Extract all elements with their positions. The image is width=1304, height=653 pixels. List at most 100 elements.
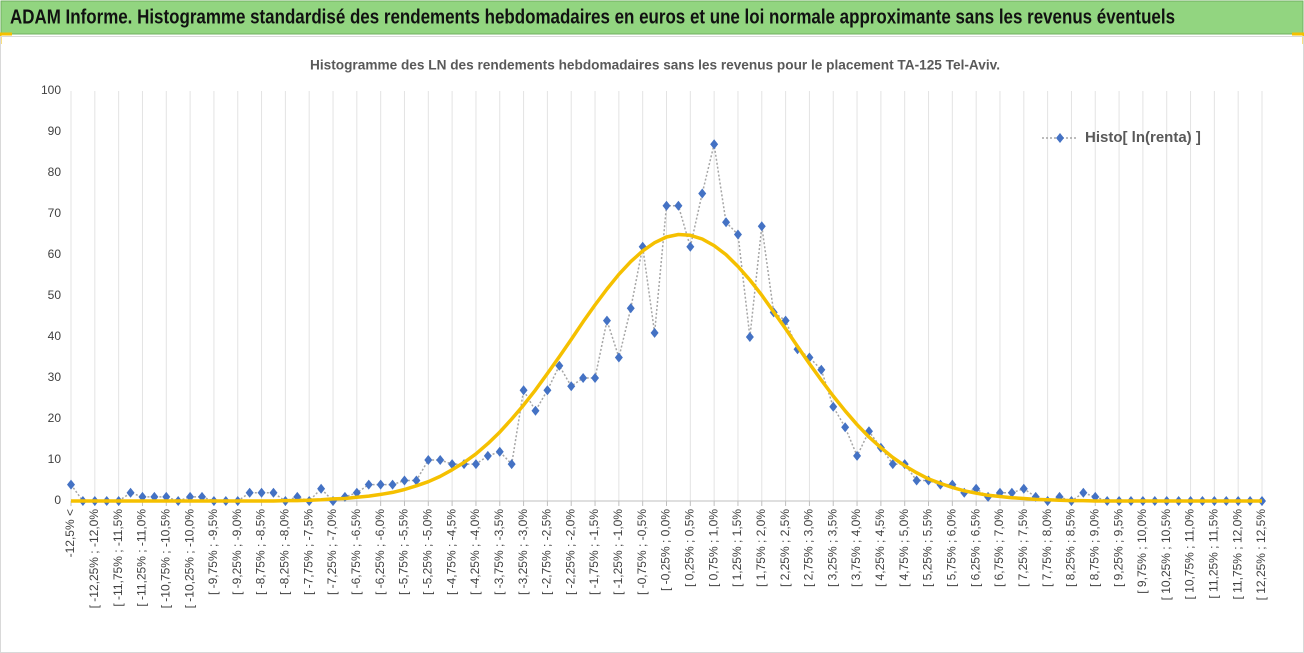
- legend-label: Histo[ ln(renta) ]: [1085, 129, 1201, 146]
- y-tick-label: 40: [48, 329, 62, 343]
- x-tick-label: [ 7,75% ; 8,0%: [1040, 509, 1054, 587]
- data-point: [591, 373, 600, 383]
- corner-marks: [0, 32, 1304, 44]
- y-tick-label: 30: [48, 370, 62, 384]
- x-tick-label: [ 11,75% ; 12,0%: [1230, 509, 1244, 600]
- y-tick-label: 20: [48, 411, 62, 425]
- data-point: [364, 479, 373, 490]
- data-point: [257, 487, 266, 498]
- data-point: [126, 487, 135, 498]
- data-point: [424, 455, 433, 465]
- x-tick-label: [ -0,75% ; -0,5%: [635, 509, 649, 595]
- data-point: [888, 459, 897, 470]
- x-tick-label: [ -10,25% ; -10,0%: [182, 509, 196, 609]
- x-tick-label: [ -8,75% ; -8,5%: [254, 509, 268, 595]
- data-point: [376, 479, 385, 490]
- x-tick-label: [ 12,25% ; 12,5%: [1254, 509, 1268, 601]
- data-point: [436, 455, 445, 465]
- x-tick-label: [ -11,25% ; -11,0%: [135, 509, 149, 607]
- data-point: [245, 487, 254, 498]
- x-tick-label: [ 8,25% ; 8,5%: [1064, 509, 1078, 587]
- x-tick-label: [ -1,75% ; -1,5%: [587, 509, 601, 595]
- y-tick-label: 50: [48, 288, 62, 302]
- x-tick-label: [ -5,25% ; -5,0%: [420, 509, 434, 595]
- data-point: [519, 385, 528, 396]
- data-point: [626, 303, 635, 314]
- data-point: [1019, 483, 1028, 494]
- data-point: [388, 479, 397, 490]
- data-point: [543, 385, 552, 396]
- x-tick-label: [ -6,25% ; -6,0%: [373, 509, 387, 595]
- x-tick-label: [ 11,25% ; 11,5%: [1207, 509, 1221, 599]
- data-point: [614, 352, 623, 363]
- data-point: [722, 217, 731, 228]
- x-tick-label: [ -9,75% ; -9,5%: [206, 509, 220, 595]
- data-point: [507, 459, 516, 470]
- data-point: [412, 475, 421, 486]
- data-point: [912, 475, 921, 486]
- x-tick-label: [ 3,25% ; 3,5%: [825, 509, 839, 587]
- x-tick-label: [ 5,75% ; 6,0%: [945, 509, 959, 587]
- x-tick-label: [ 1,25% ; 1,5%: [730, 509, 744, 587]
- x-tick-label: [ -4,25% ; -4,0%: [468, 509, 482, 595]
- x-tick-label: [ 4,75% ; 5,0%: [897, 509, 911, 587]
- x-tick-label: [ -7,25% ; -7,0%: [325, 509, 339, 595]
- x-tick-label: [ -1,25% ; -1,0%: [611, 509, 625, 595]
- data-point: [269, 487, 278, 498]
- x-tick-label: [ -5,75% ; -5,5%: [397, 509, 411, 595]
- x-tick-label: [ -10,75% ; -10,5%: [158, 509, 172, 609]
- data-point: [650, 327, 659, 338]
- data-point: [495, 446, 504, 457]
- y-tick-label: 0: [54, 493, 61, 507]
- data-point: [745, 332, 754, 342]
- page-title: ADAM Informe. Histogramme standardisé de…: [10, 6, 1175, 28]
- x-tick-label: [ 4,25% ; 4,5%: [873, 509, 887, 587]
- x-tick-label: [ 9,25% ; 9,5%: [1111, 509, 1125, 587]
- x-tick-label: [ -9,25% ; -9,0%: [230, 509, 244, 595]
- data-point: [531, 405, 540, 416]
- y-tick-label: 60: [48, 247, 62, 261]
- x-tick-label: [ -11,75% ; -11,5%: [111, 509, 125, 607]
- x-tick-label: [ -6,75% ; -6,5%: [349, 509, 363, 595]
- data-point: [400, 475, 409, 486]
- data-point: [67, 479, 75, 490]
- x-tick-label: [ -8,25% ; -8,0%: [278, 509, 292, 595]
- x-tick-label: [ -2,75% ; -2,5%: [540, 509, 554, 595]
- y-tick-label: 100: [41, 83, 61, 97]
- data-point: [698, 188, 707, 199]
- x-tick-label: [ 9,75% ; 10,0%: [1135, 509, 1149, 594]
- x-tick-label: [ 8,75% ; 9,0%: [1087, 509, 1101, 587]
- data-point: [686, 241, 695, 252]
- x-tick-label: -12,5% <: [63, 509, 77, 557]
- x-tick-label: [ 0,75% ; 1,0%: [706, 509, 720, 587]
- data-point: [471, 459, 480, 470]
- data-point: [602, 315, 611, 326]
- data-point: [829, 401, 838, 412]
- x-tick-label: [ -3,75% ; -3,5%: [492, 509, 506, 595]
- data-point: [567, 381, 576, 392]
- data-point: [579, 373, 588, 383]
- x-tick-label: [ -4,75% ; -4,5%: [444, 509, 458, 595]
- x-tick-label: [ -7,75% ; -7,5%: [301, 509, 315, 595]
- data-point: [710, 139, 719, 150]
- x-tick-label: [ 10,75% ; 11,0%: [1183, 509, 1197, 600]
- x-tick-label: [ 2,75% ; 3,0%: [802, 509, 816, 587]
- data-point: [733, 229, 742, 240]
- data-point: [817, 364, 826, 375]
- x-tick-label: [ 6,25% ; 6,5%: [968, 509, 982, 587]
- x-tick-label: [ 6,75% ; 7,0%: [992, 509, 1006, 587]
- data-point: [352, 487, 361, 498]
- x-tick-label: [ 1,75% ; 2,0%: [754, 509, 768, 587]
- legend-box: [1000, 104, 1288, 192]
- data-point: [483, 450, 492, 461]
- data-point: [674, 200, 683, 211]
- y-tick-label: 10: [48, 452, 62, 466]
- data-point: [841, 422, 850, 433]
- x-tick-label: [ 3,75% ; 4,0%: [849, 509, 863, 587]
- data-point: [1007, 487, 1016, 498]
- x-tick-label: [ 10,25% ; 10,5%: [1159, 509, 1173, 601]
- data-point: [757, 221, 766, 232]
- data-point: [662, 200, 671, 211]
- x-tick-label: [ 5,25% ; 5,5%: [921, 509, 935, 587]
